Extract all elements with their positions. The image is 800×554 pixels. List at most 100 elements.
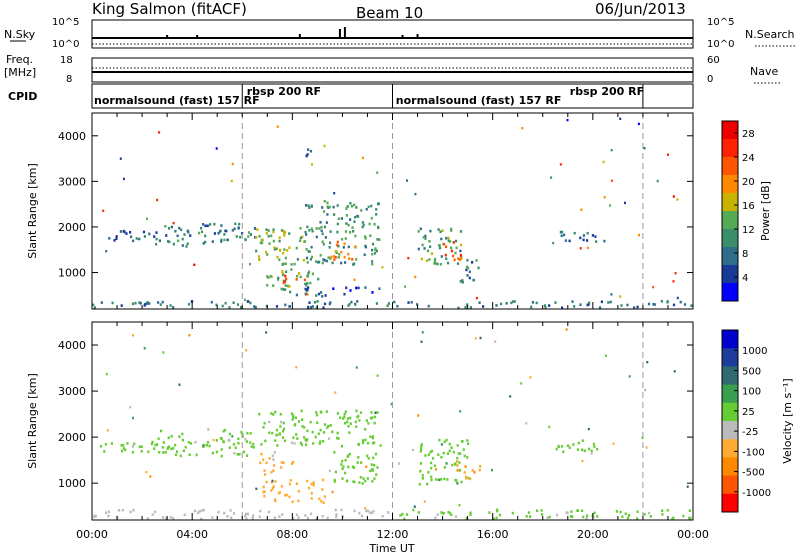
echo-cell	[357, 456, 360, 459]
echo-cell	[169, 304, 172, 307]
echo-cell	[155, 231, 158, 234]
echo-cell	[633, 306, 636, 309]
echo-cell	[586, 246, 589, 250]
echo-cell	[268, 510, 271, 514]
echo-cell	[246, 431, 249, 435]
echo-cell	[319, 440, 322, 443]
colorbar-tick-label: -500	[742, 468, 765, 479]
echo-cell	[167, 240, 170, 243]
echo-cell	[335, 513, 338, 516]
echo-cell	[311, 430, 314, 434]
echo-cell	[306, 261, 309, 264]
echo-cell	[367, 205, 370, 208]
echo-cell	[362, 223, 365, 227]
echo-cell	[310, 512, 313, 516]
echo-cell	[204, 224, 207, 228]
echo-cell	[266, 253, 269, 256]
echo-cell	[308, 250, 311, 253]
echo-cell	[560, 445, 564, 448]
echo-cell	[341, 467, 344, 471]
echo-cell	[300, 443, 303, 446]
echo-cell	[354, 234, 357, 238]
echo-cell	[315, 517, 318, 520]
echo-cell	[362, 477, 365, 480]
echo-cell	[312, 481, 315, 484]
power-panel: 1000 2000 3000 4000 Slant Range [km] 4 8 12 16…	[26, 112, 772, 310]
echo-cell	[297, 420, 301, 423]
echo-cell	[143, 235, 146, 238]
echo-cell	[223, 511, 226, 515]
echo-cell	[571, 300, 574, 303]
echo-cell	[178, 435, 181, 438]
echo-cell	[244, 238, 247, 241]
echo-cell	[334, 250, 337, 253]
colorbar-tick-label: 25	[742, 407, 755, 418]
echo-cell	[456, 469, 459, 472]
echo-cell	[280, 466, 283, 469]
echo-cell	[305, 247, 308, 251]
echo-cell	[311, 163, 313, 166]
echo-cell	[308, 206, 311, 209]
echo-cell	[156, 443, 159, 446]
echo-cell	[424, 454, 427, 457]
echo-cell	[105, 250, 108, 253]
echo-cell	[369, 416, 373, 420]
echo-cell	[353, 509, 356, 513]
echo-cell	[331, 261, 334, 265]
echo-cell	[378, 287, 381, 290]
echo-cell	[187, 303, 191, 306]
echo-cell	[262, 426, 265, 429]
echo-cell	[265, 331, 268, 334]
echo-cell	[263, 469, 266, 472]
echo-cell	[429, 229, 432, 233]
beam-title: Beam 10	[356, 4, 423, 22]
echo-cell	[349, 231, 352, 234]
echo-cell	[306, 288, 309, 292]
echo-cell	[399, 514, 402, 517]
echo-cell	[568, 446, 571, 449]
echo-cell	[151, 440, 154, 444]
echo-cell	[283, 427, 286, 431]
echo-cell	[334, 508, 337, 512]
echo-cell	[249, 262, 251, 266]
echo-cell	[315, 260, 318, 263]
echo-cell	[162, 351, 165, 354]
echo-cell	[166, 447, 169, 451]
echo-cell	[387, 511, 390, 514]
echo-cell	[340, 250, 343, 254]
echo-cell	[174, 443, 177, 447]
colorbar-tick-label: 8	[742, 249, 748, 260]
echo-cell	[461, 279, 464, 282]
echo-cell	[316, 300, 319, 303]
echo-cell	[482, 305, 485, 308]
echo-cell	[261, 238, 264, 242]
echo-cell	[450, 249, 454, 253]
echo-cell	[555, 447, 558, 451]
echo-cell	[273, 246, 276, 249]
echo-cell	[450, 227, 453, 231]
echo-cell	[447, 510, 450, 514]
echo-cell	[202, 445, 205, 448]
echo-cell	[265, 228, 268, 231]
echo-cell	[283, 248, 286, 251]
velocity-colorbar-label: Velocity [m s⁻¹]	[781, 378, 794, 463]
echo-cell	[498, 513, 502, 517]
echo-cell	[198, 231, 201, 235]
echo-cell	[295, 482, 298, 485]
echo-cell	[324, 236, 327, 239]
echo-cell	[511, 511, 514, 515]
echo-cell	[233, 227, 236, 231]
echo-cell	[318, 227, 321, 230]
echo-cell	[272, 485, 275, 488]
echo-cell	[246, 300, 249, 303]
echo-cell	[429, 450, 432, 454]
echo-cell	[304, 230, 307, 234]
echo-cell	[284, 303, 287, 307]
freq-tick-bottom: 8	[66, 74, 72, 85]
echo-cell	[439, 230, 442, 234]
echo-cell	[226, 238, 229, 242]
echo-cell	[164, 450, 167, 454]
echo-cell	[336, 436, 339, 440]
echo-cell	[102, 209, 105, 212]
echo-cell	[291, 500, 294, 504]
